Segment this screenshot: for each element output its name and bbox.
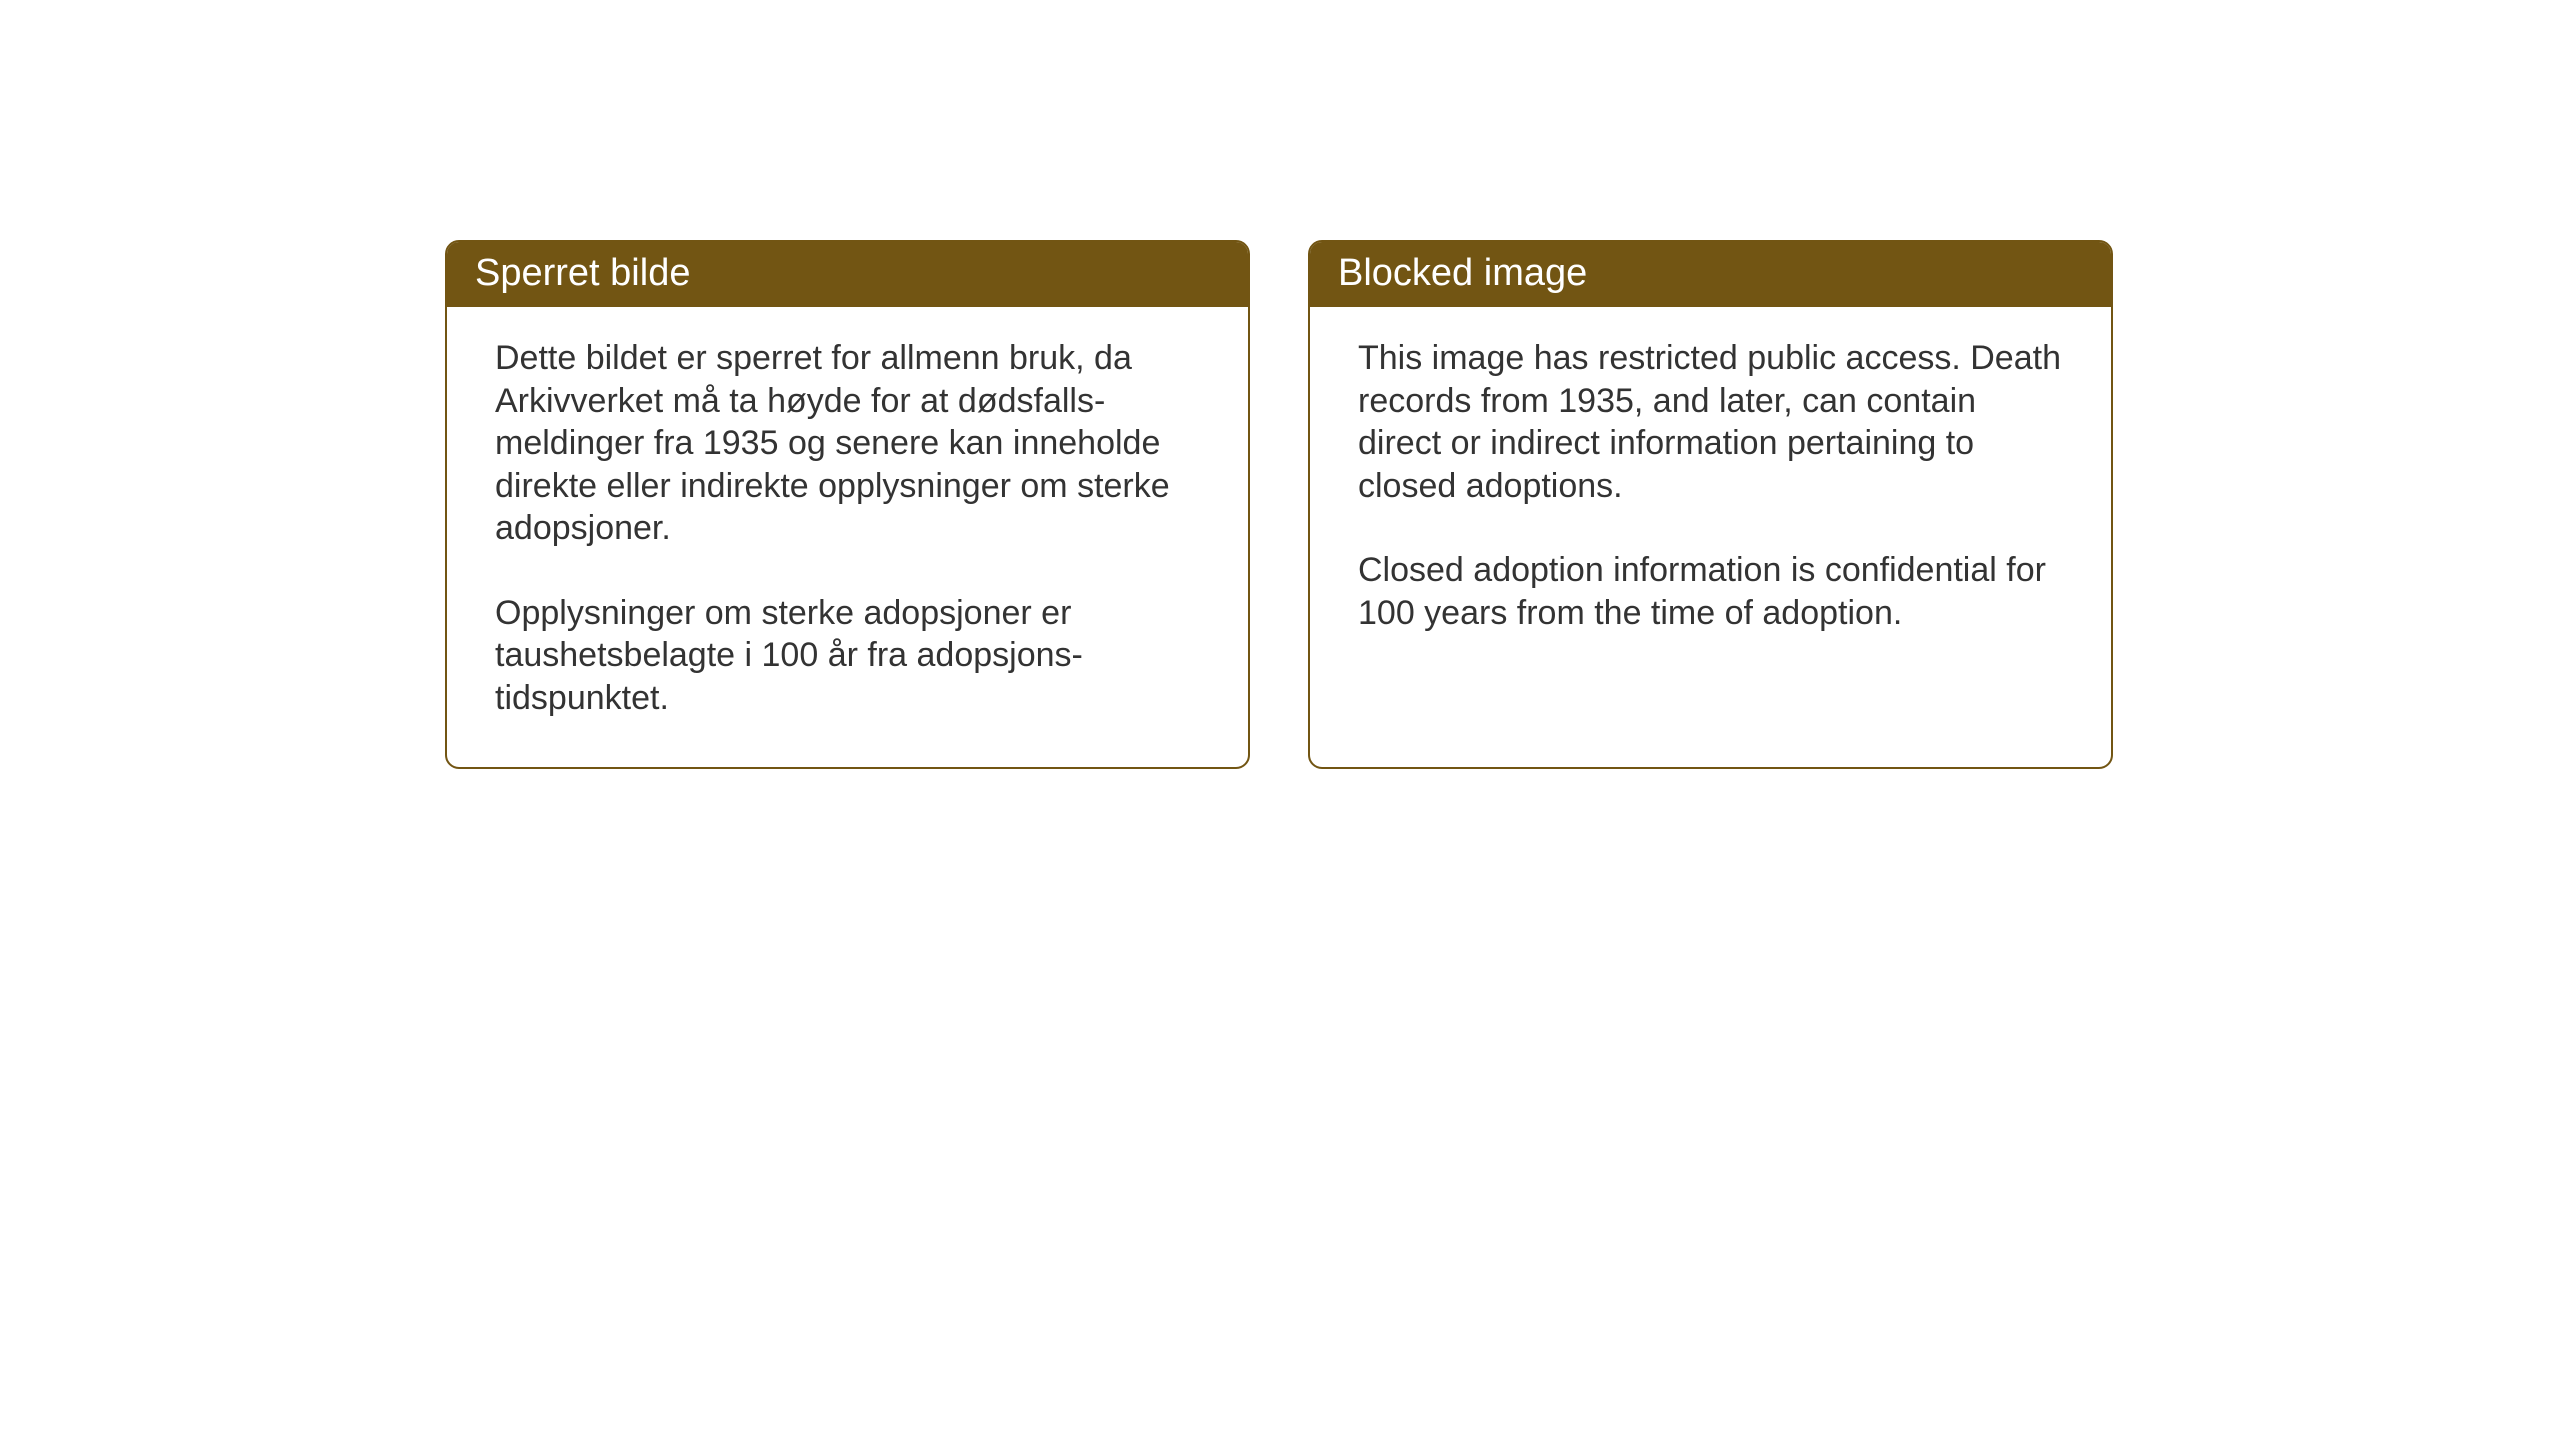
card-header-norwegian: Sperret bilde — [447, 242, 1248, 307]
card-body-english: This image has restricted public access.… — [1310, 307, 2111, 726]
card-body-norwegian: Dette bildet er sperret for allmenn bruk… — [447, 307, 1248, 767]
notice-card-norwegian: Sperret bilde Dette bildet er sperret fo… — [445, 240, 1250, 769]
card-paragraph-1-english: This image has restricted public access.… — [1358, 337, 2063, 507]
notice-card-english: Blocked image This image has restricted … — [1308, 240, 2113, 769]
card-paragraph-2-english: Closed adoption information is confident… — [1358, 549, 2063, 634]
card-paragraph-2-norwegian: Opplysninger om sterke adopsjoner er tau… — [495, 592, 1200, 720]
card-header-english: Blocked image — [1310, 242, 2111, 307]
card-paragraph-1-norwegian: Dette bildet er sperret for allmenn bruk… — [495, 337, 1200, 550]
notice-cards-container: Sperret bilde Dette bildet er sperret fo… — [445, 240, 2560, 769]
